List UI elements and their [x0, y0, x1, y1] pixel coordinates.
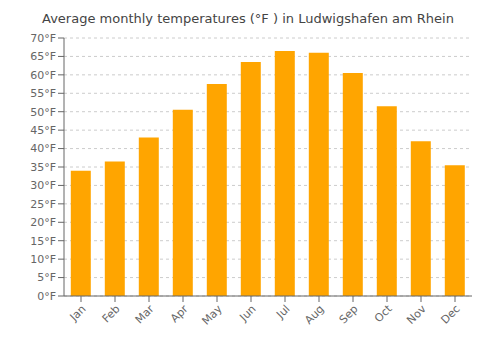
- svg-text:55°F: 55°F: [30, 87, 56, 100]
- svg-text:15°F: 15°F: [30, 235, 56, 248]
- html-text:Average monthly temperatures (: Average monthly temperatures (°F ) in Lu…: [42, 11, 454, 26]
- svg-text:70°F: 70°F: [30, 32, 56, 45]
- svg-text:Mar: Mar: [133, 302, 157, 326]
- svg-text:Jul: Jul: [273, 302, 292, 321]
- svg-text:Apr: Apr: [168, 302, 191, 325]
- svg-text:10°F: 10°F: [30, 253, 56, 266]
- svg-text:35°F: 35°F: [30, 161, 56, 174]
- svg-text:30°F: 30°F: [30, 179, 56, 192]
- svg-text:45°F: 45°F: [30, 124, 56, 137]
- svg-text:Aug: Aug: [302, 302, 326, 326]
- svg-text:Jan: Jan: [67, 302, 89, 324]
- svg-text:40°F: 40°F: [30, 142, 56, 155]
- svg-text:Dec: Dec: [438, 302, 462, 326]
- svg-text:65°F: 65°F: [30, 50, 56, 63]
- svg-text:Feb: Feb: [100, 302, 123, 325]
- svg-text:0°F: 0°F: [37, 290, 56, 303]
- svg-text:Nov: Nov: [404, 302, 429, 327]
- svg-text:Sep: Sep: [337, 302, 361, 326]
- svg-text:May: May: [199, 302, 225, 328]
- svg-text:25°F: 25°F: [30, 198, 56, 211]
- svg-text:50°F: 50°F: [30, 106, 56, 119]
- svg-text:Oct: Oct: [372, 302, 395, 325]
- svg-text:60°F: 60°F: [30, 69, 56, 82]
- svg-text:20°F: 20°F: [30, 216, 56, 229]
- svg-text:Jun: Jun: [237, 302, 259, 324]
- svg-text:5°F: 5°F: [37, 271, 56, 284]
